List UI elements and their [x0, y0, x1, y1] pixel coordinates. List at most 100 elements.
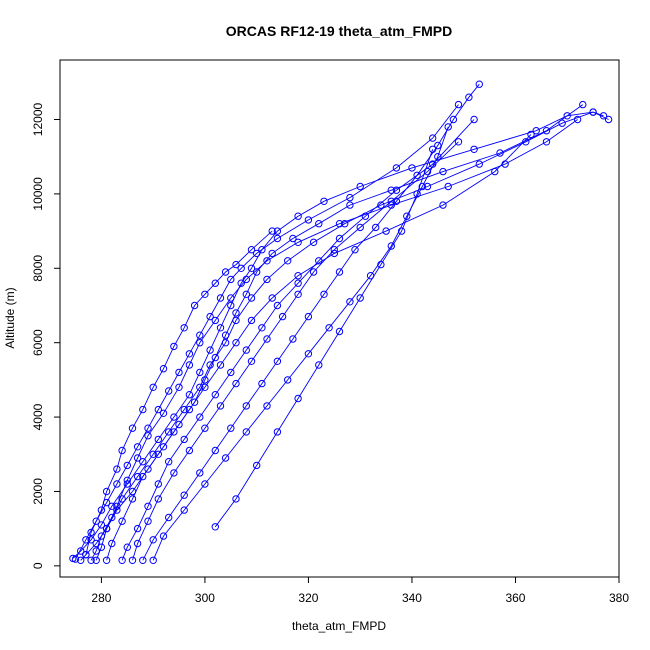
chart-title: ORCAS RF12-19 theta_atm_FMPD: [226, 23, 452, 39]
data-point: [123, 476, 132, 484]
data-point: [330, 246, 338, 254]
data-point: [387, 186, 395, 194]
data-point: [180, 506, 188, 514]
data-point: [294, 394, 302, 403]
data-point: [413, 171, 421, 180]
data-point: [149, 383, 157, 391]
data-point: [382, 227, 390, 235]
data-point: [211, 316, 220, 325]
data-point: [97, 521, 106, 529]
data-point: [196, 368, 204, 377]
data-point: [242, 275, 251, 284]
data-point: [180, 491, 188, 499]
data-point: [304, 216, 313, 224]
data-point: [361, 212, 370, 220]
data-point: [133, 539, 142, 548]
data-point: [263, 335, 271, 343]
data-point: [227, 294, 235, 302]
data-point: [206, 346, 214, 354]
data-point: [216, 294, 225, 302]
data-point: [434, 141, 442, 150]
data-point: [439, 201, 447, 209]
data-point: [185, 391, 194, 399]
data-point: [418, 182, 426, 191]
data-point: [242, 290, 251, 298]
data-point: [92, 556, 100, 564]
data-point: [284, 257, 292, 265]
data-point: [335, 234, 344, 243]
series-line: [80, 104, 584, 561]
data-point: [263, 402, 271, 410]
y-axis: 0 2000 4000 6000 8000 10000 12000: [31, 103, 61, 569]
data-point: [315, 257, 323, 265]
data-point: [242, 402, 251, 410]
y-tick-label: 0: [31, 562, 45, 569]
data-point: [227, 368, 235, 377]
x-tick-label: 360: [505, 591, 525, 605]
data-point: [377, 260, 385, 269]
data-point: [113, 465, 121, 473]
data-point: [273, 428, 282, 436]
data-point: [454, 100, 463, 109]
data-point: [242, 428, 251, 436]
y-tick-label: 4000: [31, 403, 45, 430]
data-point: [139, 405, 147, 414]
data-point: [118, 517, 126, 525]
data-point: [258, 379, 266, 388]
data-point: [542, 138, 551, 146]
data-point: [227, 275, 235, 284]
data-point: [211, 523, 220, 531]
data-point: [491, 167, 499, 176]
data-point: [97, 543, 106, 551]
data-point: [159, 443, 168, 451]
data-point: [294, 272, 302, 280]
series-5: [102, 130, 535, 564]
data-point: [144, 432, 152, 440]
data-point: [268, 249, 276, 258]
x-tick-label: 280: [91, 591, 111, 605]
data-point: [372, 223, 380, 232]
data-point: [211, 446, 220, 455]
data-point: [408, 164, 416, 172]
data-point: [102, 487, 111, 496]
data-point: [77, 547, 85, 555]
data-point: [289, 335, 297, 343]
data-point: [196, 331, 204, 339]
series-line: [90, 111, 609, 561]
data-point: [175, 383, 183, 391]
data-point: [159, 532, 168, 540]
series-layer: [69, 80, 613, 564]
series-line: [106, 134, 532, 561]
data-point: [542, 127, 551, 135]
data-point: [356, 223, 364, 232]
data-point: [211, 391, 220, 399]
data-point: [392, 197, 401, 206]
data-point: [149, 536, 157, 544]
data-point: [444, 182, 452, 191]
series-3: [87, 108, 613, 564]
data-point: [144, 517, 152, 525]
data-point: [294, 238, 302, 247]
data-point: [579, 100, 587, 109]
data-point: [294, 212, 302, 220]
data-point: [108, 513, 116, 522]
data-point: [237, 279, 245, 287]
data-point: [133, 524, 142, 533]
data-point: [247, 316, 256, 325]
data-point: [87, 556, 95, 564]
data-point: [309, 268, 318, 276]
data-point: [273, 357, 282, 365]
data-point: [392, 164, 401, 172]
data-point: [180, 435, 188, 444]
data-point: [196, 339, 204, 347]
data-point: [304, 312, 313, 321]
data-point: [315, 220, 323, 228]
data-point: [341, 220, 349, 228]
data-point: [268, 294, 276, 302]
data-point: [527, 130, 535, 139]
data-point: [221, 268, 230, 276]
data-point: [413, 190, 421, 198]
data-point: [190, 301, 199, 310]
data-point: [589, 108, 597, 116]
data-point: [232, 260, 240, 269]
